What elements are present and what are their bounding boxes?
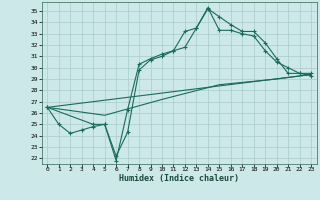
- X-axis label: Humidex (Indice chaleur): Humidex (Indice chaleur): [119, 174, 239, 183]
